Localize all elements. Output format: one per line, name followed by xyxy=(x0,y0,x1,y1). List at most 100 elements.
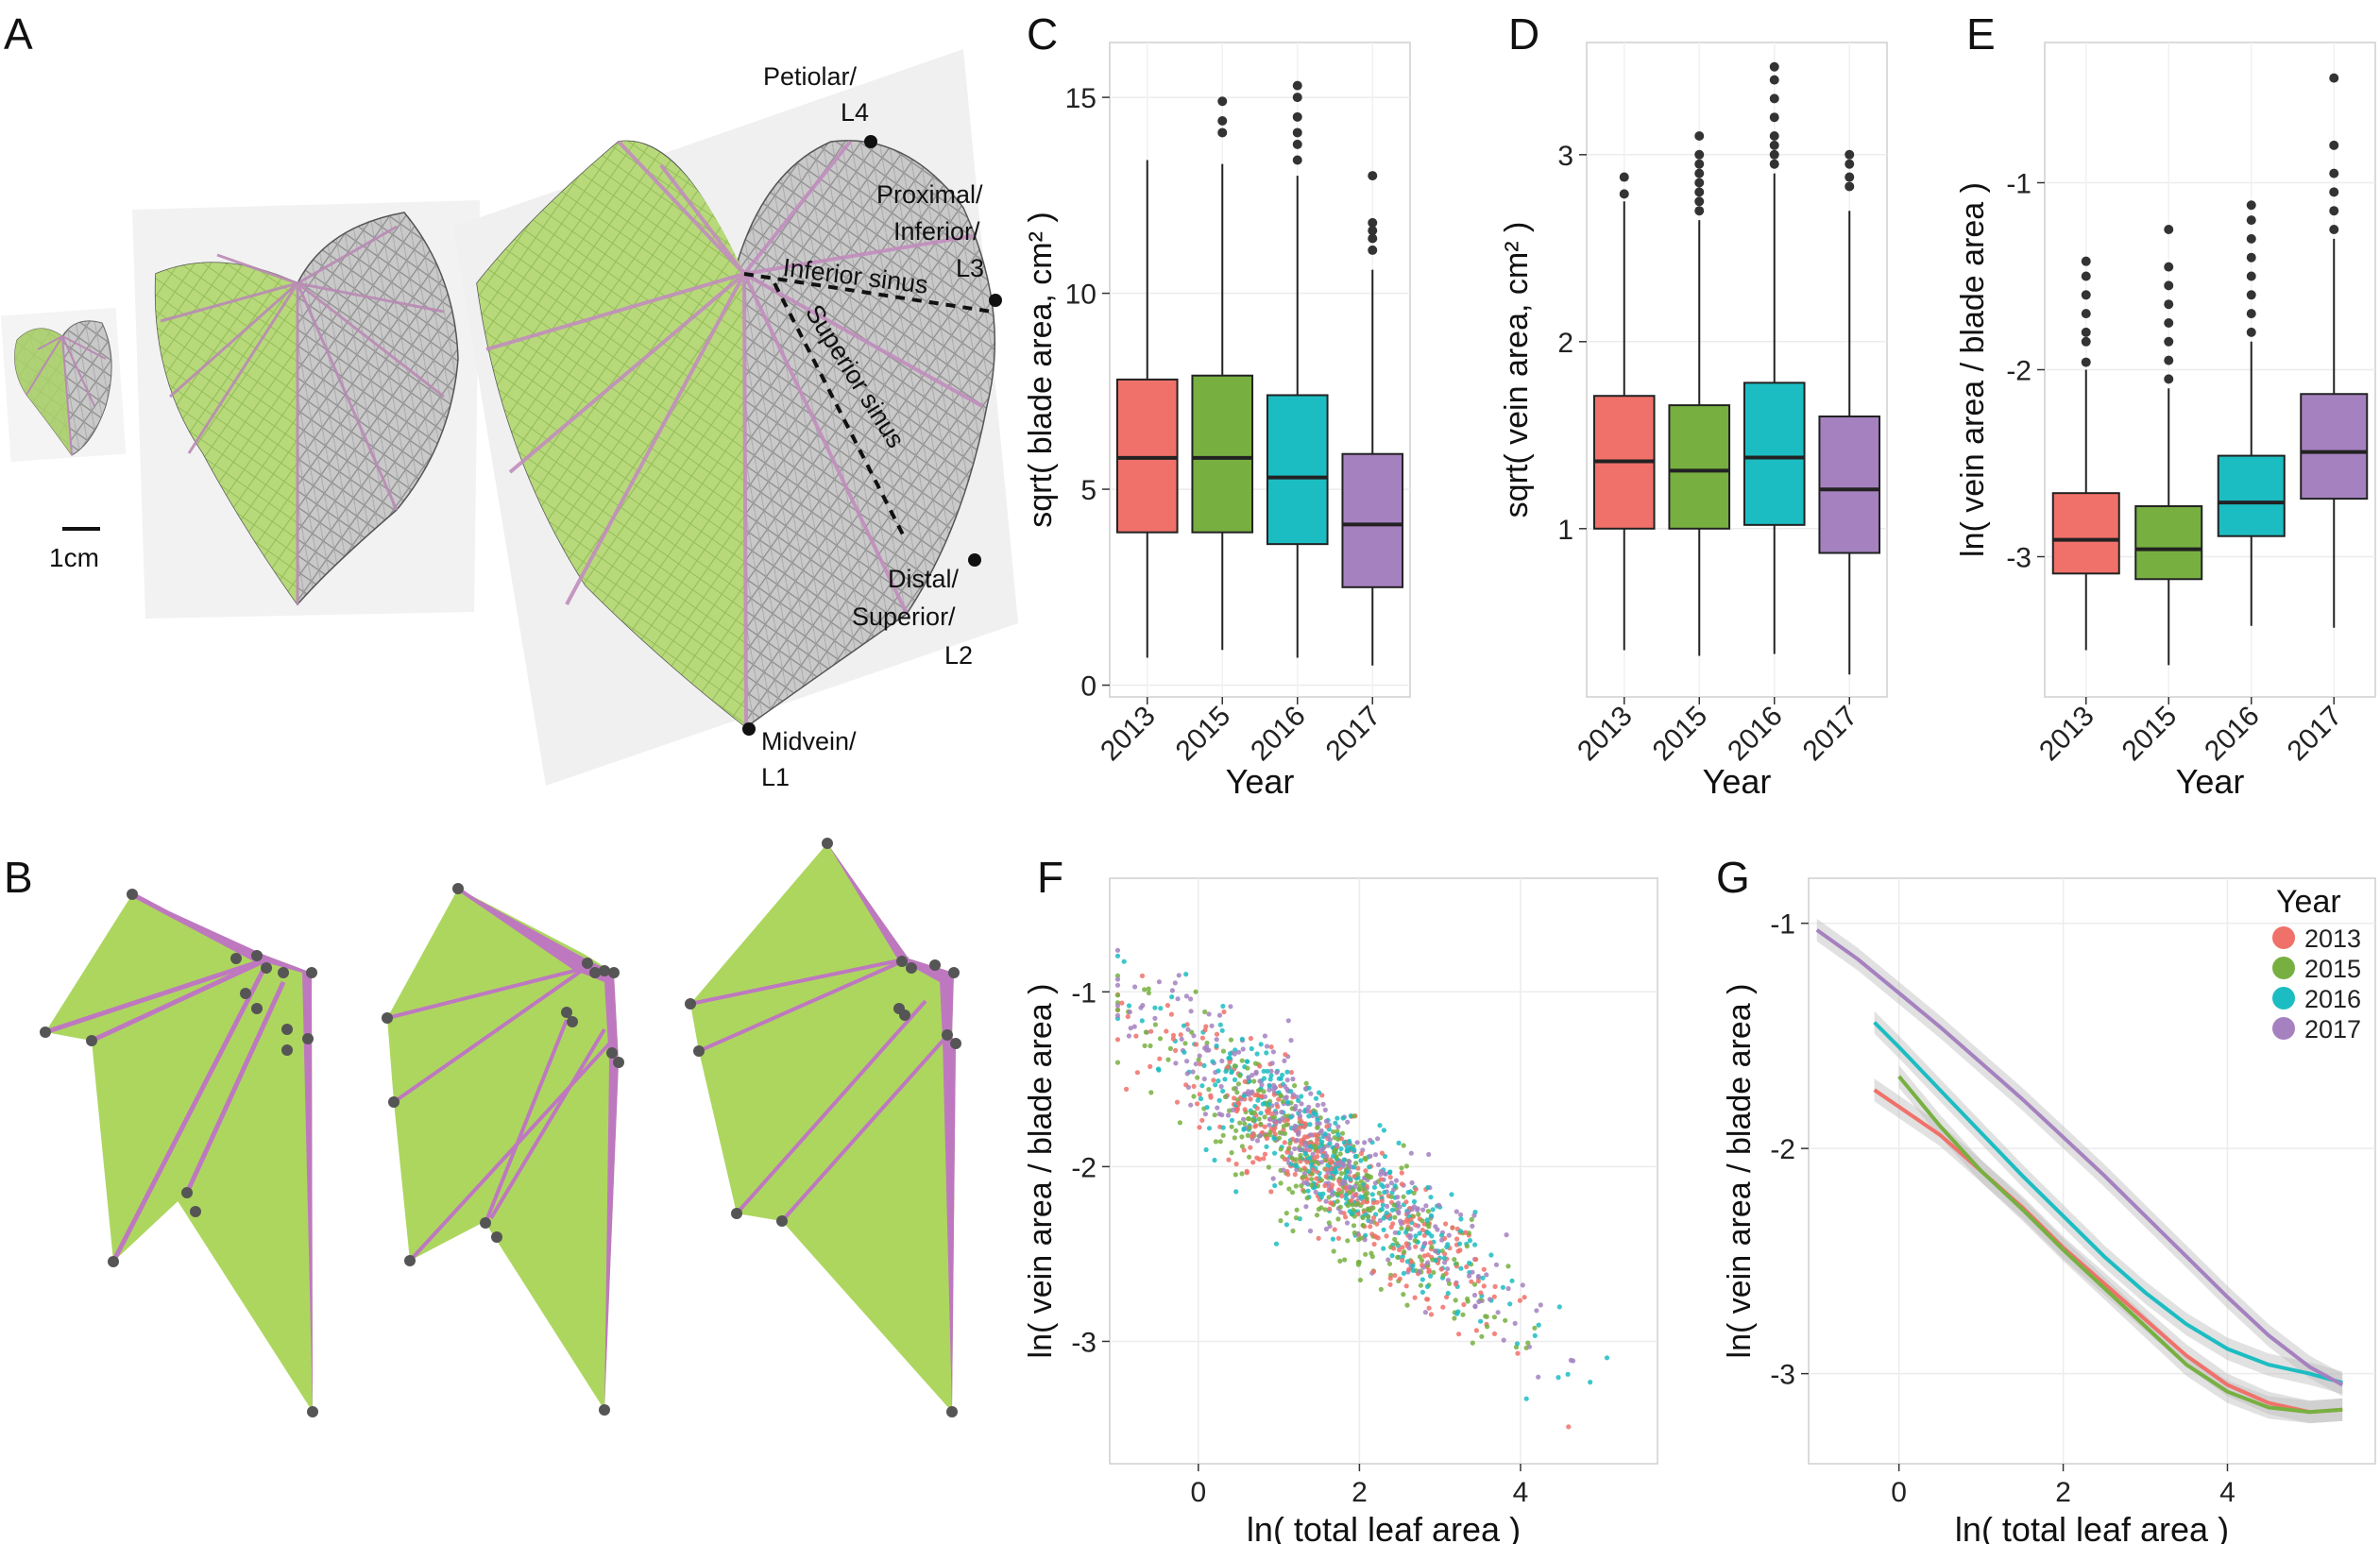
scatter-point xyxy=(1281,1167,1286,1173)
box-body xyxy=(2051,492,2120,575)
scatter-point xyxy=(1212,1112,1217,1118)
scatter-point xyxy=(1232,1051,1237,1057)
scatter-point xyxy=(1403,1163,1409,1169)
scatter-point xyxy=(1126,1003,1132,1009)
scatter-point xyxy=(1485,1324,1490,1330)
scatter-point xyxy=(1220,1048,1226,1054)
scatter-point xyxy=(1418,1282,1423,1288)
scatter-point xyxy=(1454,1311,1460,1316)
scatter-point xyxy=(1256,1116,1262,1122)
scatter-point xyxy=(1292,1172,1298,1178)
outlier-point xyxy=(2164,225,2174,234)
scatter-point xyxy=(1139,973,1146,978)
scatter-point xyxy=(1285,1172,1291,1178)
scatter-point xyxy=(1362,1140,1368,1145)
scatter-point xyxy=(1315,1102,1320,1108)
scatter-point xyxy=(1404,1302,1410,1308)
scatter-point xyxy=(1363,1157,1368,1162)
landmark-distal xyxy=(968,553,981,567)
legend-swatch-2013 xyxy=(2272,926,2295,949)
scatter-point xyxy=(1426,1230,1432,1236)
scatter-point xyxy=(1252,1093,1258,1098)
scatter-point xyxy=(1387,1281,1393,1287)
outlier-point xyxy=(2329,168,2339,178)
scatter-point xyxy=(1250,1131,1256,1137)
scatter-point xyxy=(1413,1233,1419,1239)
legend-label-2016: 2016 xyxy=(2304,985,2361,1013)
panel-label-c: C xyxy=(1027,9,1058,59)
scatter-point xyxy=(1354,1140,1360,1145)
scatter-point xyxy=(1420,1289,1425,1295)
scatter-point xyxy=(1206,1047,1212,1053)
scatter-point xyxy=(1183,993,1189,999)
scatter-point xyxy=(1472,1304,1478,1310)
scatter-point xyxy=(1469,1279,1474,1284)
scatter-point xyxy=(1412,1295,1418,1300)
scatter-point xyxy=(1175,996,1181,1002)
scatter-point xyxy=(1292,1083,1298,1089)
scatter-point xyxy=(1270,1049,1276,1055)
outlier-point xyxy=(1769,159,1779,169)
scatter-point xyxy=(1273,1241,1280,1247)
annotation-inferior: Inferior/ xyxy=(893,217,980,246)
scatter-point xyxy=(1340,1115,1346,1121)
scatter-point xyxy=(1266,1164,1271,1170)
outlier-point xyxy=(1769,61,1779,72)
scatter-point xyxy=(1381,1128,1386,1133)
outlier-point xyxy=(1292,111,1302,122)
scatter-point xyxy=(1345,1238,1351,1244)
scatter-point xyxy=(1219,1058,1225,1064)
outlier-point xyxy=(2164,280,2174,291)
scatter-point xyxy=(1232,1135,1237,1141)
scatter-point xyxy=(1357,1277,1363,1283)
outlier-point xyxy=(2081,271,2091,281)
outlier-point xyxy=(1844,181,1855,192)
scatter-point xyxy=(1214,1031,1220,1037)
scatter-point xyxy=(1450,1225,1455,1230)
scatter-point xyxy=(1298,1159,1303,1164)
scatter-point xyxy=(1169,994,1175,1000)
scatter-point xyxy=(1288,1114,1294,1120)
outlier-point xyxy=(1217,96,1228,107)
scatter-point xyxy=(1323,1226,1329,1232)
scatter-point xyxy=(1358,1150,1365,1157)
scatter-point xyxy=(1469,1216,1474,1222)
scatter-point xyxy=(1423,1203,1429,1209)
scatter-point xyxy=(1422,1241,1428,1247)
scatter-point xyxy=(1217,1022,1223,1027)
scatter-point xyxy=(1436,1202,1442,1208)
scatter-point xyxy=(1288,1150,1294,1156)
outlier-point xyxy=(1694,178,1705,188)
scatter-point xyxy=(1229,1150,1234,1156)
scatter-point xyxy=(1536,1322,1541,1328)
scatter-point xyxy=(1169,988,1175,993)
scatter-point xyxy=(1177,1120,1182,1126)
scatter-point xyxy=(1302,1086,1309,1092)
x-axis-label: ln( total leaf area ) xyxy=(1247,1510,1521,1544)
scatter-point xyxy=(1417,1254,1422,1260)
scatter-point xyxy=(1341,1162,1347,1167)
scatter-point xyxy=(1262,1151,1268,1157)
scatter-point xyxy=(1239,1058,1245,1063)
scatter-point xyxy=(1378,1177,1384,1182)
scatter-point xyxy=(1283,1130,1288,1136)
outlier-point xyxy=(1292,127,1302,138)
scatter-point xyxy=(1310,1151,1316,1157)
x-axis-label: Year xyxy=(1703,762,1772,801)
scatter-point xyxy=(1246,1089,1251,1094)
x-tick-label: 2016 xyxy=(2199,701,2266,768)
scatter-point xyxy=(1201,1062,1207,1068)
scatter-point xyxy=(1278,1180,1284,1186)
scatter-point xyxy=(1235,1081,1241,1087)
scatter-point xyxy=(1358,1158,1364,1163)
scatter-point xyxy=(1363,1232,1368,1238)
x-tick-label: 2017 xyxy=(1320,701,1387,768)
scatter-point xyxy=(1381,1215,1386,1221)
scatter-point xyxy=(1143,1029,1148,1035)
scatter-point xyxy=(1463,1230,1469,1235)
scatter-point xyxy=(1289,1155,1295,1161)
scatter-point xyxy=(1196,1057,1201,1062)
scatter-point xyxy=(1274,1070,1280,1076)
scatter-point xyxy=(1568,1357,1573,1363)
outlier-point xyxy=(2246,200,2256,211)
